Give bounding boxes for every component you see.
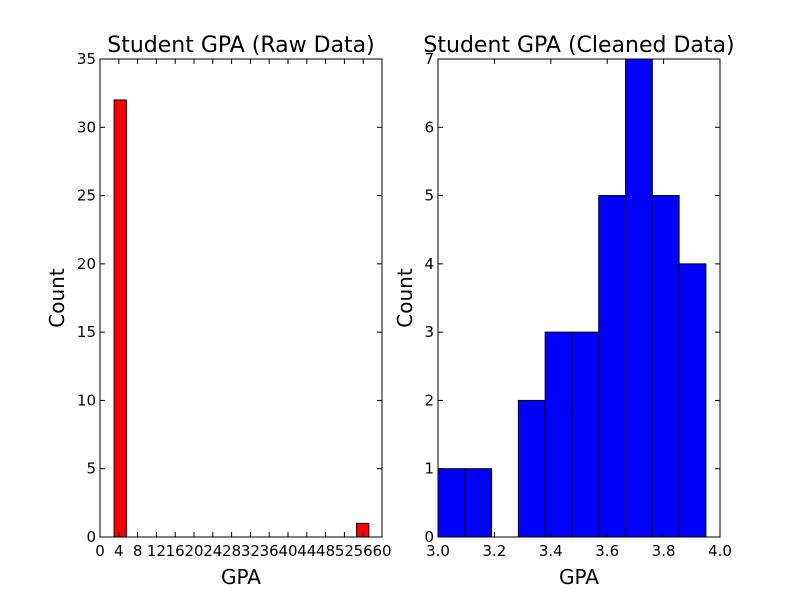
raw-chart-title: Student GPA (Raw Data) (107, 33, 375, 58)
cleaned-x-tick-label-0: 3.0 (426, 542, 450, 560)
cleaned-x-axis-label: GPA (559, 565, 599, 589)
raw-data-histogram: Student GPA (Raw Data) 0 4 8 12 16 20 24 28 32 36… (45, 33, 392, 589)
cleaned-x-tick-label-2: 3.4 (539, 542, 563, 560)
raw-x-tick-label-13: 52 (335, 542, 354, 560)
raw-x-tick-label-0: 0 (95, 542, 105, 560)
raw-axes-frame (99, 58, 383, 538)
raw-y-tick-label-0: 0 (86, 528, 96, 546)
raw-y-axis-label: Count (45, 268, 69, 328)
cleaned-ticks: 3.0 3.2 3.4 3.6 3.8 4.0 0 1 2 3 4 5 6 7 (424, 50, 731, 560)
raw-x-tick-label-8: 32 (241, 542, 260, 560)
cleaned-y-tick-label-7: 7 (424, 50, 434, 68)
raw-y-tick-label-6: 30 (77, 118, 96, 136)
cleaned-bar-4 (544, 331, 573, 538)
raw-x-tick-label-9: 36 (260, 542, 279, 560)
cleaned-chart-title: Student GPA (Cleaned Data) (423, 33, 734, 58)
cleaned-bar-6 (598, 195, 627, 538)
cleaned-data-histogram: Student GPA (Cleaned Data) 3.0 3.2 3.4 3.6 3… (393, 33, 735, 589)
raw-x-tick-label-6: 24 (203, 542, 222, 560)
raw-x-tick-label-1: 4 (114, 542, 124, 560)
raw-ticks: 0 4 8 12 16 20 24 28 32 36 40 44 48 52 56 6005101520253… (77, 50, 392, 560)
raw-x-tick-label-15: 60 (372, 542, 391, 560)
cleaned-y-tick-label-4: 4 (424, 255, 434, 273)
cleaned-x-tick-label-4: 3.8 (652, 542, 676, 560)
cleaned-bar-9 (678, 263, 707, 538)
cleaned-x-tick-label-1: 3.2 (482, 542, 506, 560)
cleaned-x-tick-label-5: 4.0 (708, 542, 732, 560)
cleaned-bar-5 (571, 331, 600, 538)
raw-x-axis-label: GPA (221, 565, 261, 589)
raw-y-tick-label-5: 25 (77, 187, 96, 205)
raw-x-tick-label-2: 8 (133, 542, 143, 560)
raw-x-tick-label-10: 40 (278, 542, 297, 560)
cleaned-bar-3 (517, 399, 546, 538)
cleaned-y-tick-label-6: 6 (424, 118, 434, 136)
raw-x-tick-label-14: 56 (354, 542, 373, 560)
cleaned-bar-0 (437, 468, 466, 538)
cleaned-bar-7 (625, 58, 653, 538)
raw-x-tick-label-11: 44 (297, 542, 316, 560)
cleaned-x-tick-label-3: 3.6 (595, 542, 619, 560)
cleaned-axes-frame (437, 58, 721, 538)
raw-y-tick-label-4: 20 (77, 255, 96, 273)
raw-x-tick-label-5: 20 (184, 542, 203, 560)
raw-x-tick-label-3: 12 (147, 542, 166, 560)
raw-bar-0 (113, 99, 127, 538)
raw-y-tick-label-7: 35 (77, 50, 96, 68)
cleaned-bar-1 (464, 468, 493, 538)
cleaned-y-tick-label-0: 0 (424, 528, 434, 546)
cleaned-y-tick-label-5: 5 (424, 187, 434, 205)
cleaned-y-tick-label-3: 3 (424, 323, 434, 341)
raw-x-tick-label-7: 28 (222, 542, 241, 560)
raw-y-tick-label-1: 5 (86, 460, 96, 478)
raw-x-tick-label-4: 16 (166, 542, 185, 560)
raw-x-tick-label-12: 48 (316, 542, 335, 560)
cleaned-y-tick-label-1: 1 (424, 460, 434, 478)
raw-y-tick-label-3: 15 (77, 323, 96, 341)
cleaned-bars (437, 58, 707, 538)
cleaned-y-axis-label: Count (393, 268, 417, 328)
cleaned-bar-8 (651, 195, 680, 538)
raw-y-tick-label-2: 10 (77, 391, 96, 409)
cleaned-y-tick-label-2: 2 (424, 391, 434, 409)
